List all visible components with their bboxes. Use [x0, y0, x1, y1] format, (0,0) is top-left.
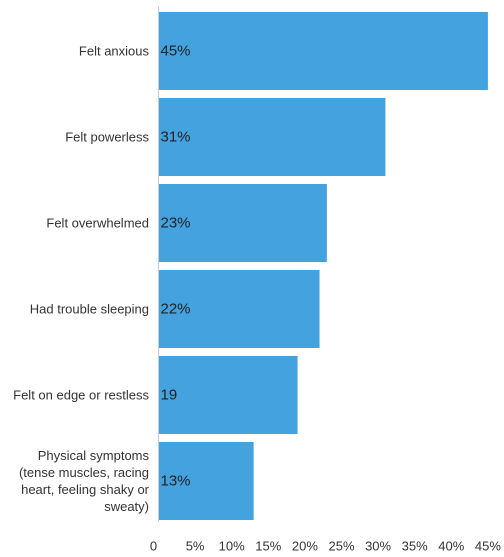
bars-group [159, 12, 488, 520]
category-label: Felt powerless [65, 130, 149, 145]
data-labels: 45% 31% 23% 22% 19 13% [161, 43, 191, 490]
x-tick-label: 25% [328, 539, 354, 554]
bar [159, 442, 254, 520]
bar-value-label: 45% [161, 43, 191, 60]
bar [159, 270, 320, 348]
category-label: Physical symptoms (tense muscles, racing h… [19, 448, 150, 514]
x-tick-label: 15% [255, 539, 281, 554]
x-tick-label: 30% [365, 539, 391, 554]
bar-value-label: 22% [161, 301, 191, 318]
bar [159, 12, 488, 90]
x-axis-ticks: 0 5% 10% 15% 20% 25% 30% 35% 40% 45% [150, 539, 501, 554]
category-labels: Felt anxious Felt powerless Felt overwhelm… [13, 44, 150, 515]
bar [159, 184, 327, 262]
bar [159, 356, 298, 434]
bar-value-label: 31% [161, 129, 191, 146]
category-label: Felt overwhelmed [46, 216, 149, 231]
category-label: Felt on edge or restless [13, 388, 149, 403]
bar-value-label: 13% [161, 473, 191, 490]
bar [159, 98, 386, 176]
category-label: Felt anxious [79, 44, 150, 59]
x-tick-label: 0 [150, 539, 157, 554]
bar-value-label: 19 [161, 387, 178, 404]
x-tick-label: 40% [438, 539, 464, 554]
x-tick-label: 10% [219, 539, 245, 554]
x-tick-label: 45% [475, 539, 501, 554]
bar-value-label: 23% [161, 215, 191, 232]
x-tick-label: 35% [402, 539, 428, 554]
x-tick-label: 20% [292, 539, 318, 554]
x-tick-label: 5% [186, 539, 205, 554]
category-label: Had trouble sleeping [30, 302, 149, 317]
